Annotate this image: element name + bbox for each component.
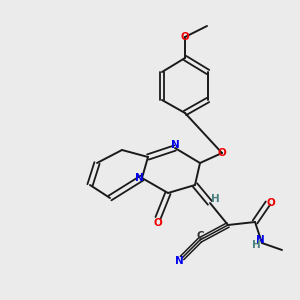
Text: N: N <box>175 256 184 266</box>
Text: C: C <box>196 231 204 242</box>
Text: N: N <box>171 140 179 150</box>
Text: N: N <box>256 235 265 245</box>
Text: O: O <box>181 32 189 42</box>
Text: O: O <box>154 218 162 228</box>
Text: O: O <box>267 198 275 208</box>
Text: H: H <box>211 194 220 204</box>
Text: H: H <box>252 239 260 250</box>
Text: O: O <box>218 148 226 158</box>
Text: N: N <box>135 173 143 183</box>
